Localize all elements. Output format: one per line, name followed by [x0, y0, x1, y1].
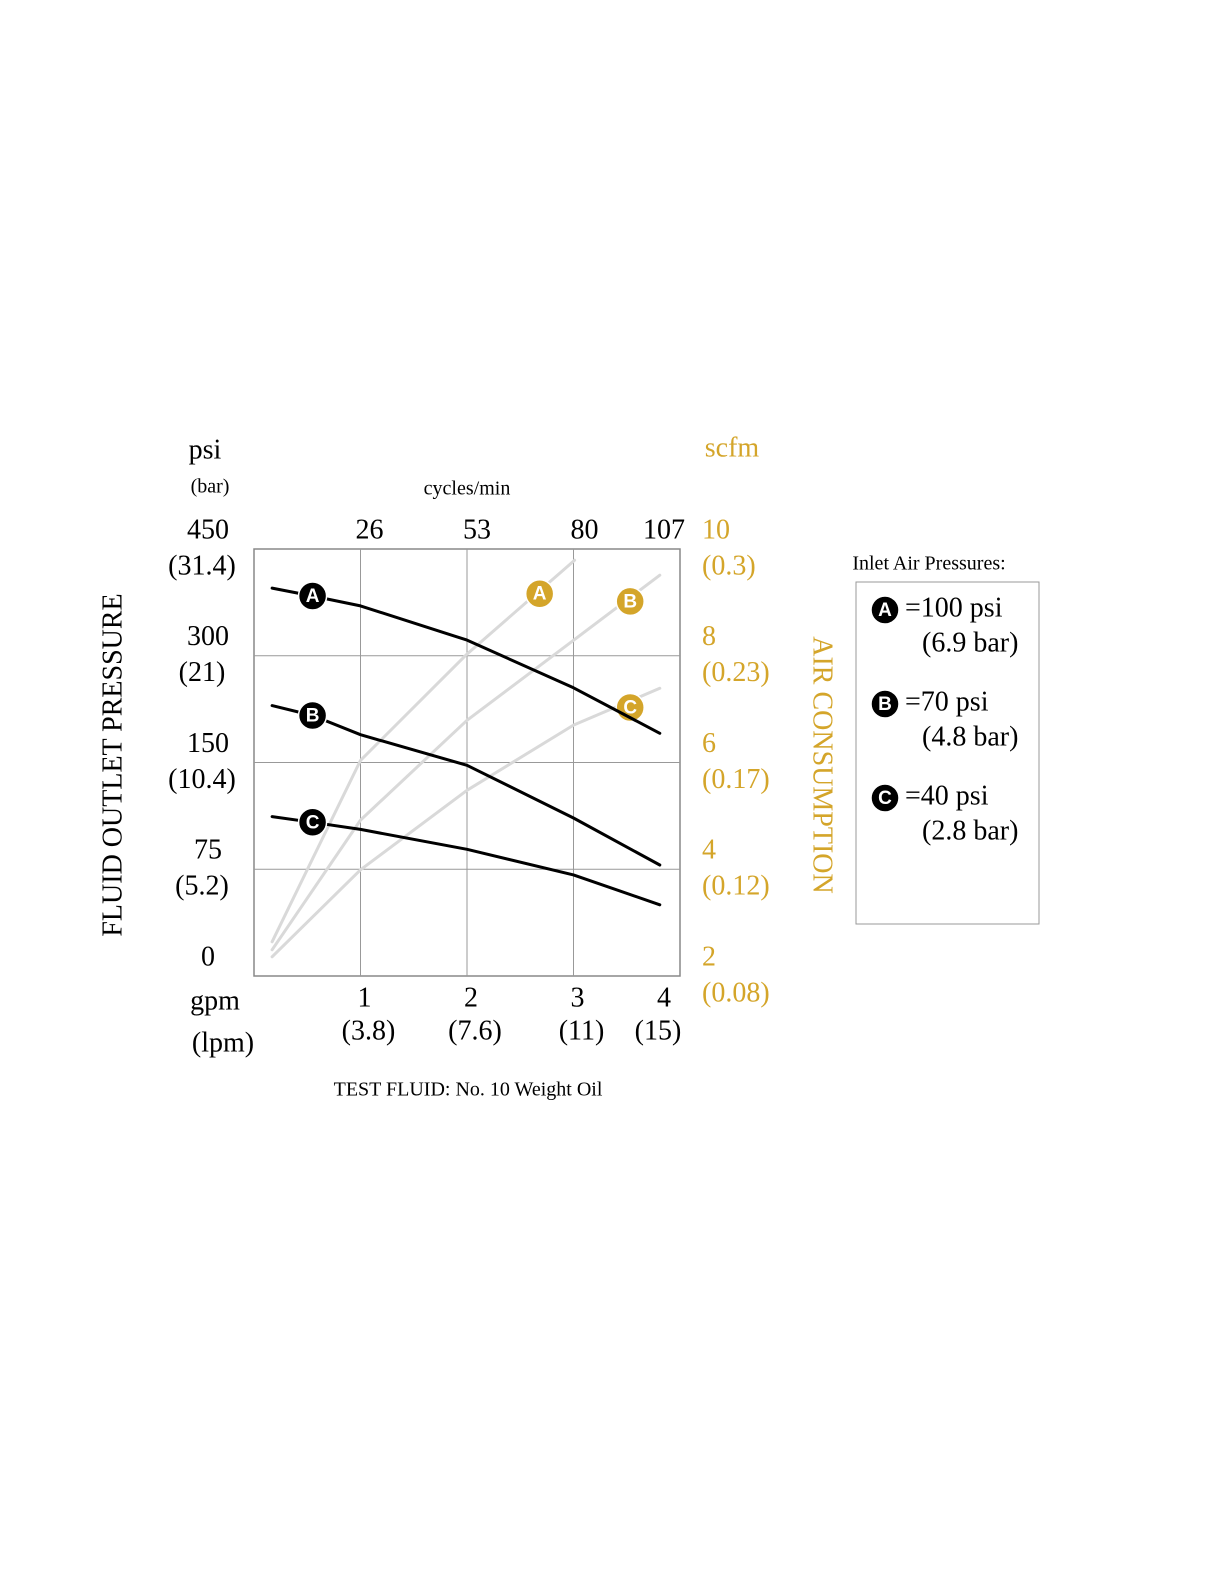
y-title: FLUID OUTLET PRESSURE: [97, 593, 128, 936]
legend-label: =70 psi: [905, 686, 989, 717]
series-badge: [297, 807, 328, 838]
y-tick-sublabel: (21): [179, 657, 226, 688]
note: TEST FLUID: No. 10 Weight Oil: [334, 1079, 603, 1101]
series-badge: [524, 578, 555, 609]
x-tick-sublabel: (3.8): [342, 1015, 396, 1046]
series-badge: [870, 783, 900, 813]
y2-tick-label: 6: [702, 728, 716, 759]
series-badge-label: B: [878, 694, 892, 715]
air-curve: [270, 573, 662, 952]
legend-box: [855, 581, 1040, 925]
x-unit: gpm: [190, 985, 240, 1016]
series-badge-label: A: [878, 600, 892, 621]
y-tick-label: 75: [194, 835, 222, 866]
series-badge: [870, 689, 900, 719]
air-curve: [270, 686, 662, 959]
air-curve: [270, 558, 577, 944]
x2-label: cycles/min: [424, 478, 511, 500]
x-tick-label: 1: [358, 982, 372, 1013]
x-unit-lpm: (lpm): [192, 1027, 254, 1058]
y2-tick-sublabel: (0.23): [702, 657, 770, 688]
y-tick-label: 450: [187, 514, 229, 545]
series-badge-label: C: [623, 698, 637, 719]
x2-tick-label: 107: [643, 514, 685, 545]
y-tick-sublabel: (31.4): [168, 550, 236, 581]
series-badge: [615, 586, 645, 617]
legend-label: =100 psi: [905, 592, 1003, 623]
y2-tick-label: 8: [702, 621, 716, 652]
y-tick-label: 0: [201, 941, 215, 972]
legend-label: =40 psi: [905, 780, 989, 811]
legend-sublabel: (2.8 bar): [922, 815, 1018, 846]
y2-tick-label: 4: [702, 835, 716, 866]
x-tick-label: 3: [571, 982, 585, 1013]
series-badge-label: B: [306, 706, 320, 727]
y-tick-sublabel: (10.4): [168, 764, 236, 795]
legend-sublabel: (6.9 bar): [922, 627, 1018, 658]
y2-title: AIR CONSUMPTION: [807, 636, 838, 893]
y2-tick-label: 10: [702, 514, 730, 545]
x-tick-sublabel: (11): [559, 1015, 605, 1046]
x-tick-sublabel: (7.6): [448, 1015, 502, 1046]
y2-tick-sublabel: (0.12): [702, 871, 770, 902]
y-tick-sublabel: (5.2): [175, 871, 229, 902]
series-badge: [297, 581, 328, 611]
y-tick-label: 300: [187, 621, 229, 652]
y2-tick-sublabel: (0.08): [702, 977, 770, 1008]
x2-tick-label: 53: [463, 514, 491, 545]
x-tick-label: 2: [464, 982, 478, 1013]
y2-unit: scfm: [705, 432, 760, 463]
series-badge: [870, 595, 900, 625]
series-badge: [297, 700, 328, 731]
series-badge-label: C: [306, 812, 320, 833]
series-badge-label: A: [306, 586, 320, 607]
y-unit-bar: (bar): [191, 476, 230, 498]
x2-tick-label: 26: [356, 514, 384, 545]
x-tick-sublabel: (15): [635, 1015, 682, 1046]
y2-tick-sublabel: (0.3): [702, 550, 756, 581]
y-unit: psi: [189, 434, 222, 465]
x-tick-label: 4: [657, 982, 671, 1013]
legend-title: Inlet Air Pressures:: [852, 553, 1005, 575]
y-tick-label: 150: [187, 728, 229, 759]
x2-tick-label: 80: [571, 514, 599, 545]
series-badge-label: B: [623, 591, 637, 612]
y2-tick-label: 2: [702, 941, 716, 972]
y2-tick-sublabel: (0.17): [702, 764, 770, 795]
series-badge-label: C: [878, 788, 892, 809]
series-badge-label: A: [533, 584, 547, 605]
legend-sublabel: (4.8 bar): [922, 721, 1018, 752]
